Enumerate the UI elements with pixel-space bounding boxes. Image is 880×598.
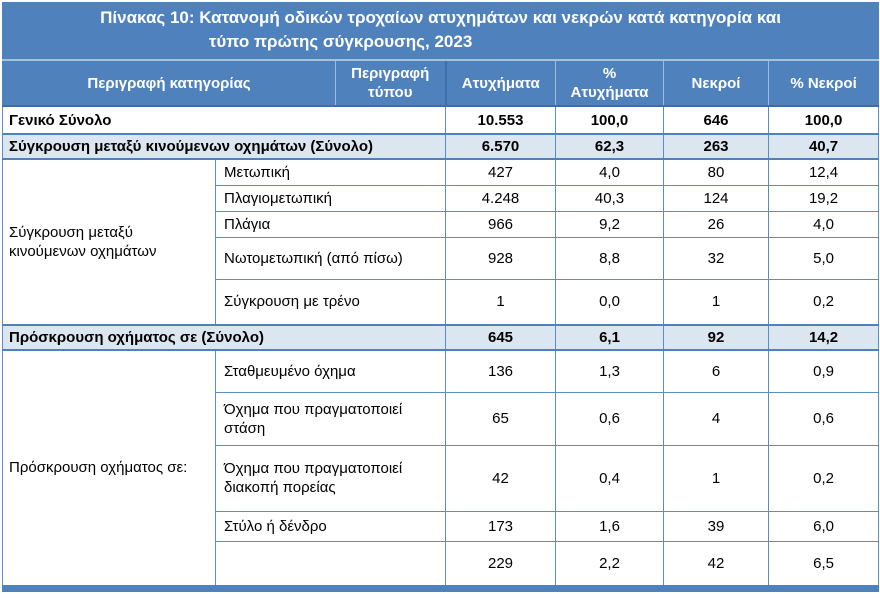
cell-accidents-pct: 8,8 bbox=[555, 236, 664, 280]
column-header-deaths: Νεκροί bbox=[663, 60, 769, 107]
cell-accidents-pct: 40,3 bbox=[555, 184, 664, 212]
type-label: Μετωπική bbox=[215, 158, 446, 186]
type-label: Νωτομετωπική (από πίσω) bbox=[215, 236, 446, 280]
cell-accidents-pct: 0,4 bbox=[555, 444, 664, 512]
cell-accidents: 229 bbox=[445, 540, 556, 589]
cell-deaths-pct: 0,2 bbox=[767, 444, 880, 512]
grand-total-row: Γενικό Σύνολο 10.553 100,0 646 100,0 bbox=[2, 105, 880, 135]
cell-accidents-pct: 1,6 bbox=[555, 510, 664, 542]
column-header-row: Περιγραφή κατηγορίας Περιγραφή τύπου Ατυ… bbox=[2, 60, 879, 107]
cell-accidents-pct: 62,3 bbox=[555, 133, 664, 160]
table-row: Σύγκρουση με τρένο 1 0,0 1 0,2 bbox=[3, 278, 880, 326]
table-row: Νωτομετωπική (από πίσω) 928 8,8 32 5,0 bbox=[3, 236, 880, 280]
title-row: Πίνακας 10: Κατανομή οδικών τροχαίων ατυ… bbox=[2, 2, 879, 61]
section1-total-row: Σύγκρουση μεταξύ κινούμενων οχημάτων (Σύ… bbox=[2, 133, 880, 160]
cell-deaths: 1 bbox=[663, 444, 769, 512]
cell-deaths-pct: 4,0 bbox=[767, 210, 880, 238]
table-row: 229 2,2 42 6,5 bbox=[3, 540, 880, 589]
table-row: Πλαγιομετωπική 4.248 40,3 124 19,2 bbox=[3, 184, 880, 212]
cell-deaths-pct: 6,5 bbox=[767, 540, 880, 589]
table-row: Όχημα που πραγματοποιεί στάση 65 0,6 4 0… bbox=[3, 391, 880, 446]
cell-accidents: 65 bbox=[445, 391, 556, 446]
column-header-deaths-pct: % Νεκροί bbox=[767, 60, 879, 107]
table-row: Πρόσκρουση οχήματος σε: Σταθμευμένο όχημ… bbox=[2, 349, 880, 589]
cell-deaths-pct: 0,2 bbox=[767, 278, 880, 326]
cell-accidents-pct: 0,0 bbox=[555, 278, 664, 326]
table-row: Στύλο ή δένδρο 173 1,6 39 6,0 bbox=[3, 510, 880, 542]
cell-deaths-pct: 5,0 bbox=[767, 236, 880, 280]
cell-deaths-pct: 6,0 bbox=[767, 510, 880, 542]
table-title-line1: Πίνακας 10: Κατανομή οδικών τροχαίων ατυ… bbox=[100, 8, 781, 27]
cell-accidents-pct: 9,2 bbox=[555, 210, 664, 238]
cell-accidents: 173 bbox=[445, 510, 556, 542]
column-header-accidents: Ατυχήματα bbox=[444, 60, 556, 107]
type-label: Πλάγια bbox=[215, 210, 446, 238]
cell-deaths-pct: 0,6 bbox=[767, 391, 880, 446]
column-header-accidents-pct: % Ατυχήματα bbox=[555, 60, 664, 107]
cell-deaths-pct: 0,9 bbox=[767, 349, 880, 393]
cell-accidents: 928 bbox=[445, 236, 556, 280]
cell-deaths: 26 bbox=[663, 210, 769, 238]
type-label: Πλαγιομετωπική bbox=[215, 184, 446, 212]
cell-deaths: 6 bbox=[663, 349, 769, 393]
table-row: Όχημα που πραγματοποιεί διακοπή πορείας … bbox=[3, 444, 880, 512]
type-label: Όχημα που πραγματοποιεί διακοπή πορείας bbox=[215, 444, 446, 512]
cell-deaths-pct: 40,7 bbox=[767, 133, 880, 160]
cell-deaths: 124 bbox=[663, 184, 769, 212]
cell-accidents-pct: 0,6 bbox=[555, 391, 664, 446]
cell-deaths: 42 bbox=[663, 540, 769, 589]
cell-accidents: 42 bbox=[445, 444, 556, 512]
cell-deaths: 39 bbox=[663, 510, 769, 542]
column-header-category: Περιγραφή κατηγορίας bbox=[2, 60, 336, 107]
cell-deaths: 1 bbox=[663, 278, 769, 326]
section2-total-row: Πρόσκρουση οχήματος σε (Σύνολο) 645 6,1 … bbox=[2, 324, 880, 351]
cell-deaths: 263 bbox=[663, 133, 769, 160]
cell-deaths-pct: 12,4 bbox=[767, 158, 880, 186]
type-label: Στύλο ή δένδρο bbox=[215, 510, 446, 542]
cell-accidents: 1 bbox=[445, 278, 556, 326]
cell-accidents: 966 bbox=[445, 210, 556, 238]
row-label: Γενικό Σύνολο bbox=[2, 105, 446, 135]
type-label: Σύγκρουση με τρένο bbox=[215, 278, 446, 326]
table-row: Πλάγια 966 9,2 26 4,0 bbox=[3, 210, 880, 238]
cell-deaths: 646 bbox=[663, 105, 769, 135]
type-label bbox=[215, 540, 446, 589]
table-row: Σύγκρουση μεταξύ κινούμενων οχημάτων Μετ… bbox=[2, 158, 880, 326]
cell-accidents-pct: 100,0 bbox=[555, 105, 664, 135]
cell-accidents: 645 bbox=[445, 324, 556, 351]
cell-accidents: 427 bbox=[445, 158, 556, 186]
cell-accidents: 6.570 bbox=[445, 133, 556, 160]
category-label: Πρόσκρουση οχήματος σε: bbox=[2, 349, 216, 589]
table-title-line2: τύπο πρώτης σύγκρουσης, 2023 bbox=[208, 32, 473, 51]
type-label: Όχημα που πραγματοποιεί στάση bbox=[215, 391, 446, 446]
column-header-type: Περιγραφή τύπου bbox=[335, 60, 446, 107]
cell-deaths: 32 bbox=[663, 236, 769, 280]
cell-accidents-pct: 6,1 bbox=[555, 324, 664, 351]
row-label: Πρόσκρουση οχήματος σε (Σύνολο) bbox=[2, 324, 446, 351]
cell-deaths: 4 bbox=[663, 391, 769, 446]
type-label: Σταθμευμένο όχημα bbox=[215, 349, 446, 393]
table-title: Πίνακας 10: Κατανομή οδικών τροχαίων ατυ… bbox=[2, 2, 879, 61]
cell-accidents-pct: 2,2 bbox=[555, 540, 664, 589]
cell-accidents: 4.248 bbox=[445, 184, 556, 212]
cell-deaths-pct: 14,2 bbox=[767, 324, 880, 351]
cell-accidents-pct: 4,0 bbox=[555, 158, 664, 186]
cell-deaths: 92 bbox=[663, 324, 769, 351]
cell-deaths-pct: 100,0 bbox=[767, 105, 880, 135]
cell-deaths-pct: 19,2 bbox=[767, 184, 880, 212]
row-label: Σύγκρουση μεταξύ κινούμενων οχημάτων (Σύ… bbox=[2, 133, 446, 160]
cell-accidents-pct: 1,3 bbox=[555, 349, 664, 393]
cell-deaths: 80 bbox=[663, 158, 769, 186]
cell-accidents: 10.553 bbox=[445, 105, 556, 135]
category-label: Σύγκρουση μεταξύ κινούμενων οχημάτων bbox=[2, 158, 216, 326]
cell-accidents: 136 bbox=[445, 349, 556, 393]
